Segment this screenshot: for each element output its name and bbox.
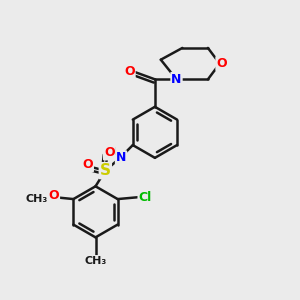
Text: N: N (171, 73, 182, 86)
Text: O: O (104, 146, 115, 159)
Text: CH₃: CH₃ (26, 194, 48, 204)
Text: O: O (124, 65, 135, 78)
Text: N: N (116, 152, 126, 164)
Text: O: O (216, 57, 227, 70)
Text: S: S (100, 163, 111, 178)
Text: CH₃: CH₃ (84, 256, 106, 266)
Text: O: O (49, 189, 59, 202)
Text: O: O (82, 158, 93, 171)
Text: Cl: Cl (139, 190, 152, 204)
Text: H: H (106, 147, 116, 157)
